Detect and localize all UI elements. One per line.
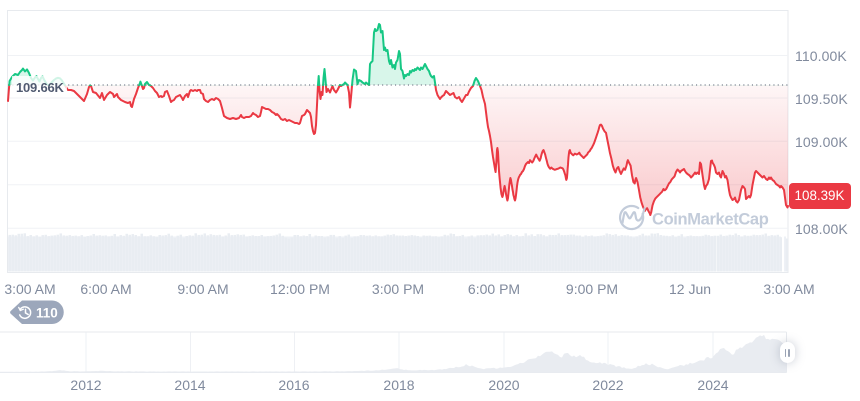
svg-text:CoinMarketCap: CoinMarketCap bbox=[652, 210, 769, 228]
svg-text:110: 110 bbox=[36, 306, 58, 321]
